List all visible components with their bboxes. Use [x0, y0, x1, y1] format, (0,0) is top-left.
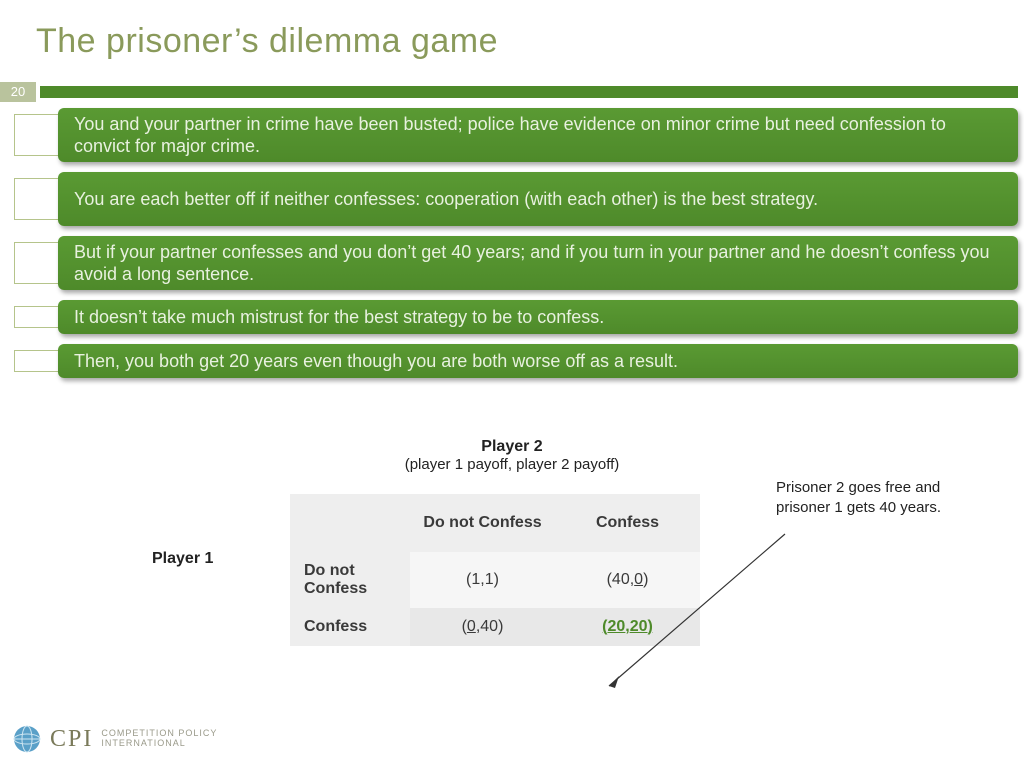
col-header: Do not Confess: [410, 494, 555, 552]
player1-label: Player 1: [152, 550, 213, 568]
page-title: The prisoner’s dilemma game: [0, 0, 1024, 61]
bullet-text: Then, you both get 20 years even though …: [58, 344, 1018, 378]
row-header: Confess: [290, 608, 410, 646]
player2-label: Player 2: [302, 438, 722, 456]
game-area: Player 2 (player 1 payoff, player 2 payo…: [0, 438, 1024, 483]
payoff-legend: (player 1 payoff, player 2 payoff): [302, 456, 722, 473]
bullet-stub: [14, 114, 58, 156]
payoff-table: Do not Confess Confess Do not Confess (1…: [290, 494, 700, 646]
table-corner: [290, 494, 410, 552]
payoff-cell: (20,20): [555, 608, 700, 646]
bullet-item: It doesn’t take much mistrust for the be…: [14, 300, 1018, 334]
annotation-text: Prisoner 2 goes free and prisoner 1 gets…: [776, 478, 976, 517]
col-header: Confess: [555, 494, 700, 552]
bullet-text: It doesn’t take much mistrust for the be…: [58, 300, 1018, 334]
bullet-stub: [14, 178, 58, 220]
page-number-badge: 20: [0, 82, 36, 102]
payoff-cell: (0,40): [410, 608, 555, 646]
bullet-stub: [14, 350, 58, 372]
accent-bar: [40, 86, 1018, 98]
bullet-item: You are each better off if neither confe…: [14, 172, 1018, 226]
bullet-text: You are each better off if neither confe…: [58, 172, 1018, 226]
payoff-cell: (40,0): [555, 552, 700, 608]
bullet-text: You and your partner in crime have been …: [58, 108, 1018, 162]
bullet-item: You and your partner in crime have been …: [14, 108, 1018, 162]
logo: CPI COMPETITION POLICYINTERNATIONAL: [12, 724, 217, 754]
bullet-stub: [14, 242, 58, 284]
logo-subtext: COMPETITION POLICYINTERNATIONAL: [101, 729, 217, 749]
logo-abbrev: CPI: [50, 726, 93, 753]
bullet-item: Then, you both get 20 years even though …: [14, 344, 1018, 378]
row-header: Do not Confess: [290, 552, 410, 608]
bullet-stub: [14, 306, 58, 328]
bullet-item: But if your partner confesses and you do…: [14, 236, 1018, 290]
globe-icon: [12, 724, 42, 754]
bullet-text: But if your partner confesses and you do…: [58, 236, 1018, 290]
bullet-list: You and your partner in crime have been …: [14, 108, 1018, 388]
payoff-cell: (1,1): [410, 552, 555, 608]
page-bar: 20: [0, 82, 1018, 102]
